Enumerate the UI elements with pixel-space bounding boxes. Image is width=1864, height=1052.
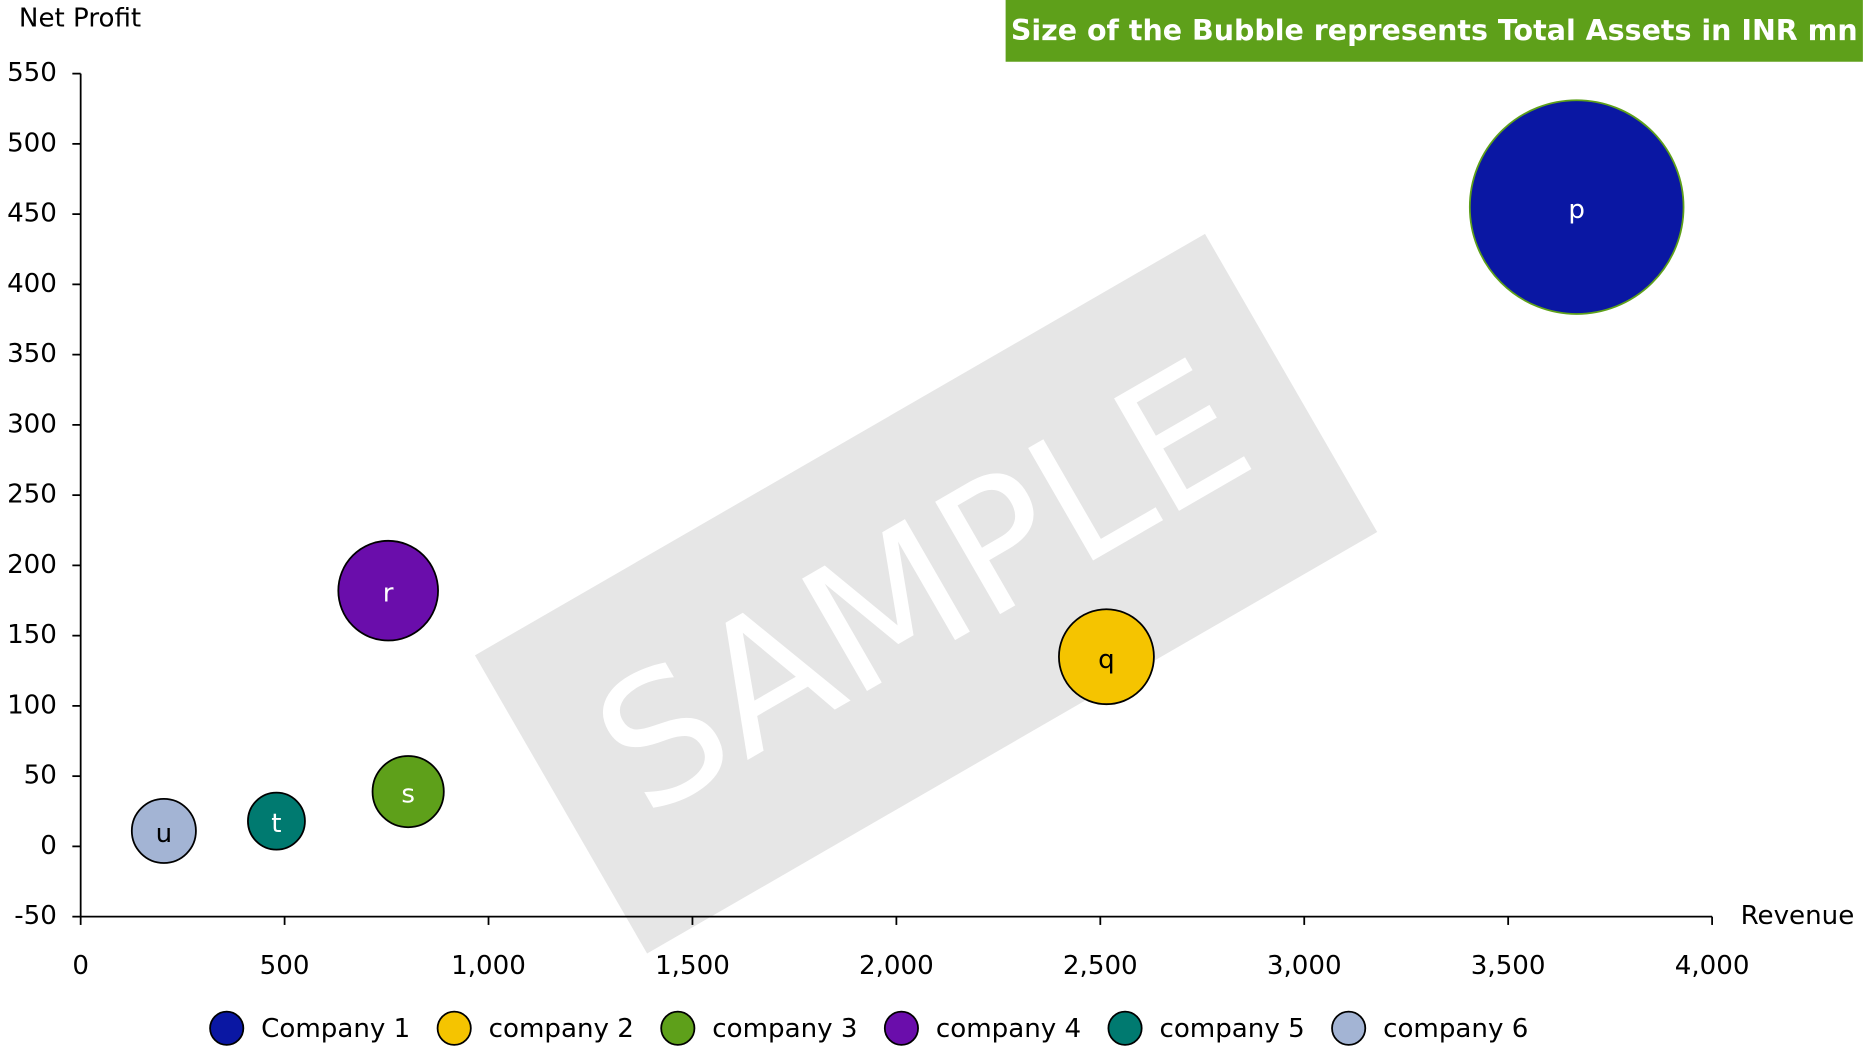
legend-label: company 6 [1383,1014,1528,1044]
legend-label: company 3 [712,1014,857,1044]
y-tick-label: 100 [7,690,57,720]
legend-swatch [1331,1010,1367,1046]
x-tick-label: 2,000 [859,951,934,981]
bubble [1468,99,1685,315]
y-tick-label: 200 [7,550,57,580]
bubble-label: u [156,819,173,849]
bubble [371,755,445,829]
legend-swatch [660,1010,696,1046]
y-tick-label: 350 [7,339,57,369]
x-axis-label: Revenue [1741,901,1855,931]
x-tick-label: 2,500 [1063,951,1138,981]
y-tick-label: 250 [7,480,57,510]
legend-label: company 5 [1159,1014,1304,1044]
bubble [1058,608,1155,706]
x-tick-label: 3,000 [1267,951,1342,981]
bubble [247,791,306,851]
x-tick-label: 4,000 [1675,951,1750,981]
legend-swatch [209,1010,245,1046]
annotation: Size of the Bubble represents Total Asse… [1011,14,1858,47]
bubble-label: r [383,579,394,609]
bubble-label: t [271,809,281,839]
legend-label: Company 1 [261,1014,410,1044]
y-tick-label: 150 [7,620,57,650]
y-tick-label: -50 [14,901,57,931]
x-tick-label: 1,000 [451,951,526,981]
legend-swatch [883,1010,919,1046]
x-tick-label: 1,500 [655,951,730,981]
x-tick-label: 0 [72,951,89,981]
watermark-band [474,233,1378,954]
y-tick-label: 50 [24,761,57,791]
bubble [130,797,197,864]
y-tick-label: 0 [40,831,57,861]
bubble-label: p [1568,195,1585,225]
y-tick-label: 450 [7,199,57,229]
y-tick-label: 500 [7,128,57,158]
y-tick-label: 400 [7,269,57,299]
legend-label: company 2 [489,1014,634,1044]
y-axis-label: Net Profit [19,3,141,33]
watermark-group: SAMPLE [474,233,1378,954]
bubble-label: s [401,780,415,810]
legend-swatch [1107,1010,1143,1046]
bubble-label: q [1098,645,1115,675]
x-tick-label: 500 [260,951,310,981]
annotation-box [1005,0,1863,62]
legend-label: company 4 [936,1014,1081,1044]
x-tick-label: 3,500 [1471,951,1546,981]
legend-swatch [436,1010,472,1046]
y-tick-label: 550 [7,58,57,88]
y-tick-label: 300 [7,409,57,439]
bubble [337,539,439,642]
